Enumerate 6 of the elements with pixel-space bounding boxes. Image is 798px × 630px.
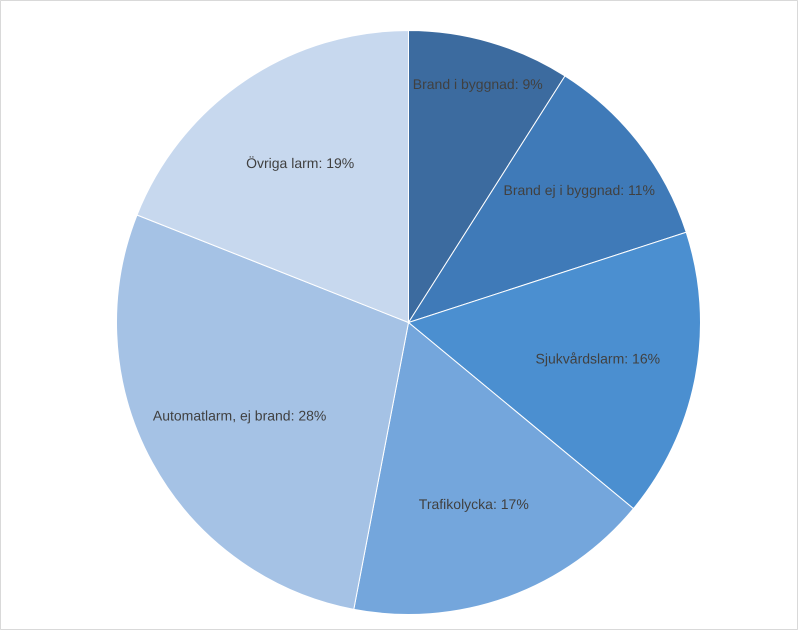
- slice-label: Automatlarm, ej brand: 28%: [152, 407, 326, 424]
- slice-label: Sjukvårdslarm: 16%: [536, 350, 660, 367]
- slice-label: Trafikolycka: 17%: [418, 496, 529, 512]
- slice-label: Brand ej i byggnad: 11%: [503, 182, 655, 198]
- slice-label: Brand i byggnad: 9%: [412, 76, 543, 92]
- slice-label: Övriga larm: 19%: [246, 155, 354, 172]
